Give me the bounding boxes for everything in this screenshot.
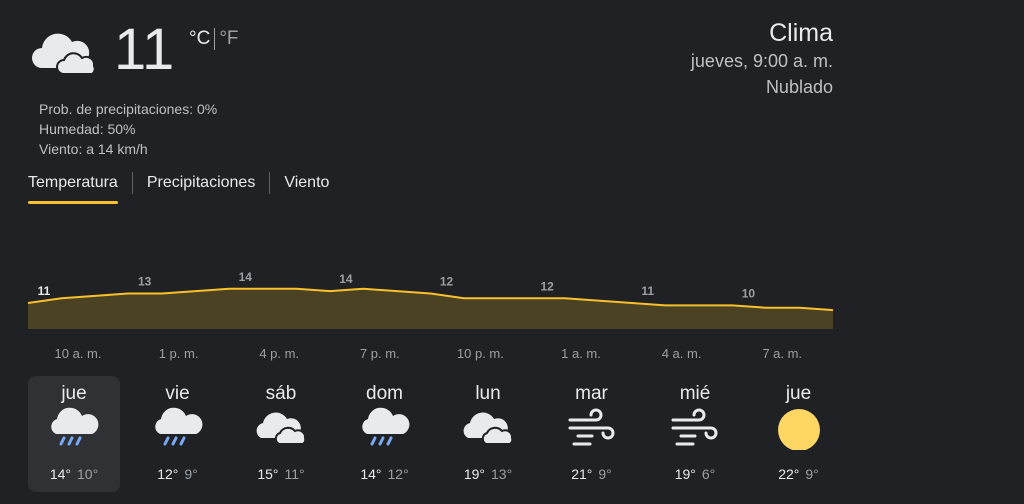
temperature-data-label: 14: [339, 272, 353, 286]
forecast-day-name: vie: [165, 383, 190, 404]
page-title: Clima: [769, 19, 833, 47]
current-temperature: 11: [114, 17, 175, 82]
hour-tick-label: 7 p. m.: [360, 346, 400, 361]
unit-toggle: °C °F: [189, 28, 239, 50]
unit-divider: [214, 28, 216, 50]
forecast-temps: 14° 10°: [28, 466, 120, 482]
daily-forecast: jue 14° 10° vie 12° 9° sáb 15° 11° dom 14° 12° lun 19…: [28, 376, 856, 492]
rain-icon: [152, 406, 204, 450]
forecast-low: 10°: [77, 466, 99, 482]
forecast-temps: 12° 9°: [132, 466, 224, 482]
forecast-low: 6°: [701, 466, 716, 482]
forecast-low: 9°: [598, 466, 612, 482]
current-datetime: jueves, 9:00 a. m.: [690, 51, 833, 71]
temperature-data-label: 11: [38, 284, 51, 298]
forecast-low: 9°: [805, 466, 819, 482]
forecast-low: 13°: [491, 466, 513, 482]
cloudy-icon: [255, 406, 307, 450]
forecast-day[interactable]: vie 12° 9°: [132, 376, 224, 492]
hour-tick-label: 4 p. m.: [259, 346, 299, 361]
forecast-day-name: sáb: [265, 383, 297, 404]
forecast-temps: 21° 9°: [546, 466, 638, 482]
temperature-data-label: 14: [239, 270, 253, 284]
temperature-data-label: 10: [742, 286, 756, 300]
humidity: Humedad: 50%: [39, 121, 136, 137]
forecast-high: 15°: [257, 466, 279, 482]
forecast-temps: 15° 11°: [235, 466, 327, 482]
forecast-day-name: mar: [575, 383, 608, 404]
forecast-day-name: jue: [785, 383, 812, 404]
forecast-high: 12°: [157, 466, 179, 482]
celsius-unit-button[interactable]: °C: [189, 28, 211, 49]
forecast-day[interactable]: sáb 15° 11°: [235, 376, 327, 492]
forecast-day[interactable]: dom 14° 12°: [339, 376, 431, 492]
forecast-high: 14°: [49, 466, 71, 482]
current-condition: Nublado: [765, 77, 833, 97]
forecast-high: 14°: [360, 466, 382, 482]
precipitation-probability: Prob. de precipitaciones: 0%: [39, 101, 218, 117]
temperature-data-label: 11: [641, 284, 654, 298]
forecast-day-name: dom: [366, 383, 403, 404]
wind-speed: Viento: a 14 km/h: [39, 141, 148, 157]
hour-tick-label: 1 a. m.: [561, 346, 601, 361]
forecast-high: 21°: [571, 466, 593, 482]
rain-icon: [48, 406, 100, 450]
cloudy-icon: [30, 28, 102, 76]
cloudy-icon: [462, 406, 514, 450]
sun-icon: [773, 406, 825, 451]
forecast-high: 19°: [674, 466, 696, 482]
tab-precipitation[interactable]: Precipitaciones: [146, 174, 256, 191]
forecast-day-name: jue: [61, 383, 87, 404]
temperature-data-label: 12: [540, 279, 554, 293]
hour-tick-label: 1 p. m.: [159, 346, 199, 361]
temperature-area: [28, 288, 833, 329]
wind-icon: [566, 406, 618, 450]
weather-header: Clima jueves, 9:00 a. m. Nublado: [691, 18, 833, 100]
temperature-line: [27, 287, 834, 312]
forecast-day[interactable]: mié 19° 6°: [649, 376, 741, 492]
forecast-day-name: mié: [679, 383, 711, 404]
forecast-high: 22°: [778, 466, 800, 482]
forecast-temps: 14° 12°: [339, 466, 431, 482]
forecast-day[interactable]: jue 14° 10°: [28, 376, 120, 492]
rain-icon: [359, 406, 411, 450]
fahrenheit-unit-button[interactable]: °F: [219, 28, 239, 49]
temperature-chart: 11 13 14 14 12 12 11 10 10 a. m. 1 p. m. 4 p. m. 7 …: [27, 270, 834, 361]
wind-icon: [669, 406, 721, 450]
tab-temperature[interactable]: Temperatura: [28, 170, 118, 204]
forecast-day[interactable]: lun 19° 13°: [442, 376, 534, 492]
forecast-high: 19°: [463, 466, 485, 482]
hour-tick-label: 7 a. m.: [762, 346, 802, 361]
hour-tick-label: 10 a. m.: [55, 346, 102, 361]
chart-tabs: Temperatura Precipitaciones Viento: [28, 170, 329, 204]
forecast-day-name: lun: [475, 383, 501, 404]
hour-tick-label: 10 p. m.: [457, 346, 504, 361]
forecast-low: 9°: [184, 466, 198, 482]
tab-divider: [131, 172, 133, 194]
forecast-temps: 19° 6°: [649, 466, 741, 482]
tab-divider: [269, 172, 271, 194]
forecast-temps: 22° 9°: [753, 466, 845, 482]
forecast-day[interactable]: mar 21° 9°: [546, 376, 638, 492]
forecast-day[interactable]: jue 22° 9°: [753, 376, 845, 492]
temperature-data-label: 12: [440, 275, 454, 289]
forecast-temps: 19° 13°: [442, 466, 534, 482]
temperature-data-label: 13: [138, 275, 152, 289]
tab-wind[interactable]: Viento: [284, 174, 330, 191]
forecast-low: 11°: [284, 466, 305, 482]
forecast-low: 12°: [387, 466, 409, 482]
hour-tick-label: 4 a. m.: [662, 346, 702, 361]
current-details: Prob. de precipitaciones: 0% Humedad: 50…: [39, 99, 217, 159]
